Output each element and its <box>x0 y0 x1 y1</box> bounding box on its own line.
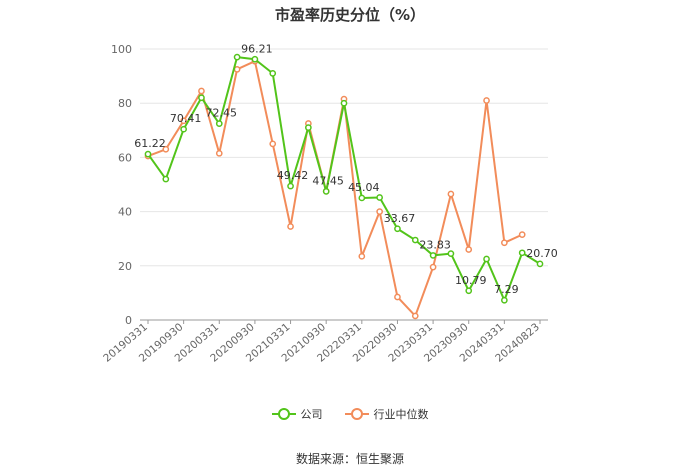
series-point-0 <box>233 53 241 61</box>
series-point-0 <box>447 250 455 257</box>
series-point-1 <box>376 208 383 215</box>
series-point-0 <box>251 55 259 63</box>
y-tick-label: 100 <box>111 43 132 56</box>
series-point-0 <box>394 225 401 233</box>
data-label: 72.45 <box>206 107 238 120</box>
data-label: 70.41 <box>170 112 202 125</box>
data-label: 20.70 <box>526 247 558 260</box>
series-point-1 <box>483 97 490 104</box>
series-point-0 <box>358 194 366 202</box>
data-label: 47.45 <box>312 174 344 187</box>
series-point-1 <box>198 87 205 95</box>
grid-lines <box>140 48 548 267</box>
series-point-1 <box>501 239 508 247</box>
y-tick-label: 60 <box>118 151 132 164</box>
series-point-0 <box>215 120 223 128</box>
series-point-0 <box>198 94 205 102</box>
data-label: 49.42 <box>277 169 309 182</box>
legend-item-company[interactable]: 公司 <box>271 406 323 422</box>
series-point-1 <box>180 117 187 125</box>
data-label: 45.04 <box>348 181 380 194</box>
series-point-0 <box>269 70 277 77</box>
y-tick-label: 40 <box>118 206 132 219</box>
legend-industry-marker-icon <box>344 408 369 420</box>
series-point-0 <box>429 252 437 259</box>
series-point-0 <box>411 236 419 244</box>
series-point-1 <box>358 252 366 260</box>
legend: 公司 行业中位数 <box>0 406 700 422</box>
series-point-1 <box>215 149 223 157</box>
series-point-0 <box>501 296 508 304</box>
series-point-1 <box>162 145 170 153</box>
series-point-0 <box>144 150 152 158</box>
series-point-0 <box>376 194 383 201</box>
legend-industry-label: 行业中位数 <box>373 408 429 421</box>
series-point-1 <box>394 293 401 301</box>
y-tick-label: 80 <box>118 97 132 110</box>
data-source: 数据来源：恒生聚源 <box>295 452 404 466</box>
series-point-0 <box>465 287 473 295</box>
series-point-1 <box>518 231 526 238</box>
series-point-0 <box>305 124 312 131</box>
y-tick-label: 20 <box>118 260 132 273</box>
axes: 0204060801002019033120190930202003312020… <box>101 43 548 365</box>
legend-company-marker-icon <box>271 408 296 420</box>
legend-company-label: 公司 <box>300 408 323 421</box>
data-label: 10.79 <box>455 274 487 287</box>
chart-title: 市盈率历史分位（%） <box>274 6 426 24</box>
series-point-1 <box>287 223 294 230</box>
series-point-1 <box>447 190 455 198</box>
data-label: 96.21 <box>241 42 273 55</box>
series-point-1 <box>429 263 437 271</box>
series-point-1 <box>269 140 277 148</box>
data-label: 33.67 <box>384 212 416 225</box>
data-label: 7.29 <box>494 283 519 296</box>
y-tick-label: 0 <box>125 314 132 327</box>
series-point-1 <box>411 312 419 320</box>
series-point-0 <box>180 125 187 133</box>
series-point-0 <box>536 260 544 268</box>
data-label: 23.83 <box>419 238 451 251</box>
series-point-0 <box>287 182 294 190</box>
series-point-0 <box>340 99 348 107</box>
data-label: 61.22 <box>134 137 166 150</box>
series-point-1 <box>465 246 473 253</box>
legend-item-industry-median[interactable]: 行业中位数 <box>344 406 429 422</box>
data-labels: 61.22 70.41 72.45 96.21 49.42 47.45 45.04 33.67… <box>134 42 558 296</box>
series-line-0 <box>147 56 541 302</box>
series-point-0 <box>483 255 490 263</box>
series-point-0 <box>322 188 330 195</box>
series-point-0 <box>518 249 526 257</box>
series-lines <box>144 53 544 320</box>
series-point-0 <box>162 175 170 183</box>
